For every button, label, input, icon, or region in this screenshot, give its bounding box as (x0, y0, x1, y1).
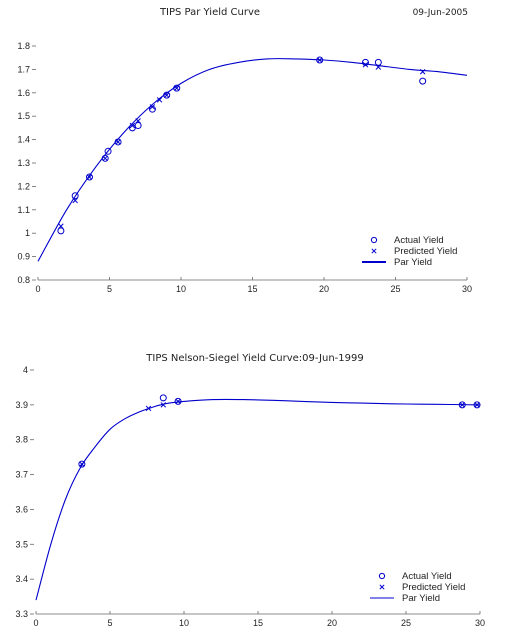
series-par-yield (37, 58, 468, 262)
legend-label: Predicted Yield (402, 582, 465, 593)
y-tick-label: 3.9 (15, 400, 28, 410)
x-tick-label: 30 (462, 284, 472, 294)
legend-circle-marker (370, 236, 378, 244)
y-tick-label: 1.2 (17, 181, 30, 191)
x-tick-label: 5 (107, 618, 112, 628)
predicted-yield-point (163, 92, 170, 98)
y-tick-label: 3.4 (15, 574, 28, 584)
predicted-yield-point (129, 122, 136, 129)
y-tick-label: 3.8 (15, 435, 28, 445)
y-tick-label: 1.1 (17, 205, 30, 215)
y-tick-label: 3.3 (15, 609, 28, 619)
chart-title: TIPS Par Yield Curve (159, 7, 260, 18)
y-tick-label: 3.5 (15, 539, 28, 549)
x-tick-label: 0 (33, 618, 38, 628)
x-tick-label: 10 (176, 284, 186, 294)
actual-yield-point (57, 227, 65, 235)
legend-label: Actual Yield (402, 571, 452, 582)
chart-title: TIPS Nelson-Siegel Yield Curve:09-Jun-19… (145, 353, 363, 364)
series-predicted-yield (79, 398, 480, 467)
y-tick-label: 1.6 (17, 88, 30, 98)
chart-1: TIPS Par Yield Curve 09-Jun-2005 0 5 10 15 20 2… (17, 7, 472, 294)
actual-yield-point (159, 394, 167, 402)
par-yield-line (37, 58, 468, 262)
series-actual-yield (78, 394, 481, 468)
actual-yield-point (85, 173, 93, 181)
x-tick-label: 20 (327, 618, 337, 628)
par-yield-line (35, 398, 481, 601)
y-tick-label: 0.8 (17, 275, 30, 285)
predicted-yield-point (160, 402, 167, 408)
x-tick-label: 0 (35, 284, 40, 294)
x-tick-label: 25 (390, 284, 400, 294)
predicted-yield-point (175, 398, 181, 405)
x-tick-label: 15 (253, 618, 263, 628)
x-tick-label: 30 (475, 618, 485, 628)
legend-label: Actual Yield (394, 235, 444, 246)
legend-x-marker (371, 248, 377, 254)
x-tick-label: 25 (401, 618, 411, 628)
y-tick-label: 4 (23, 365, 28, 375)
x-tick-label: 10 (179, 618, 189, 628)
legend-label: Par Yield (394, 257, 432, 268)
x-tick-label: 5 (107, 284, 112, 294)
x-tick-label: 15 (247, 284, 257, 294)
y-tick-label: 0.9 (17, 252, 30, 262)
legend-x-marker (379, 584, 385, 590)
chart-2: TIPS Nelson-Siegel Yield Curve:09-Jun-19… (15, 353, 485, 628)
y-tick-label: 1.8 (17, 41, 30, 51)
y-tick-label: 1.4 (17, 135, 30, 145)
series-predicted-yield (58, 57, 426, 229)
y-tick-label: 1.5 (17, 111, 30, 121)
y-tick-label: 1.3 (17, 158, 30, 168)
x-tick-label: 20 (319, 284, 329, 294)
actual-yield-point (71, 192, 79, 200)
actual-yield-point (104, 147, 112, 155)
legend-circle-marker (378, 572, 386, 580)
legend-label: Par Yield (402, 593, 440, 604)
actual-yield-point (134, 122, 142, 130)
actual-yield-point (419, 77, 427, 85)
predicted-yield-point (58, 223, 64, 229)
legend-label: Predicted Yield (394, 246, 457, 257)
actual-yield-point (78, 460, 86, 468)
y-tick-label: 3.6 (15, 504, 28, 514)
predicted-yield-point (156, 97, 163, 103)
y-tick-label: 3.7 (15, 470, 28, 480)
series-par-yield (35, 398, 481, 601)
y-tick-label: 1.7 (17, 64, 30, 74)
chart-date-label: 09-Jun-2005 (413, 8, 468, 18)
y-tick-label: 1 (25, 228, 30, 238)
predicted-yield-point (173, 85, 180, 91)
predicted-yield-point (362, 61, 369, 68)
